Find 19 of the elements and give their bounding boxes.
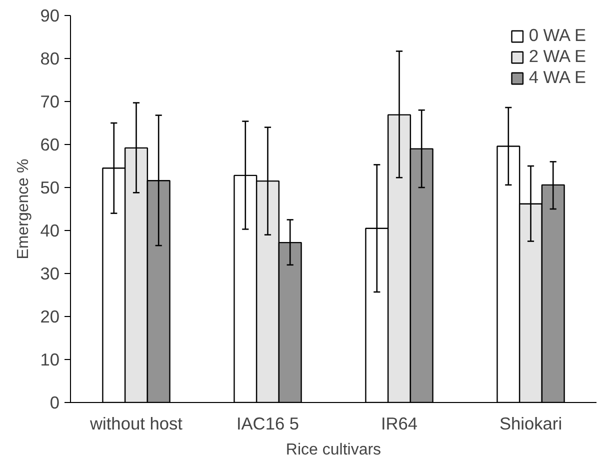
- legend-label: 0 WA E: [528, 25, 586, 46]
- x-axis-title: Rice cultivars: [286, 442, 382, 458]
- y-tick-label: 70: [40, 92, 60, 112]
- x-tick-label: IAC16 5: [236, 414, 300, 434]
- y-tick-label: 40: [40, 220, 60, 240]
- legend-label: 2 WA E: [528, 46, 586, 67]
- y-axis-title: Emergence %: [15, 158, 32, 260]
- y-tick-label: 90: [40, 6, 60, 26]
- y-tick-label: 80: [40, 48, 60, 68]
- legend-label: 4 WA E: [528, 67, 586, 88]
- x-tick-label: Shiokari: [499, 414, 562, 434]
- y-tick-label: 60: [40, 134, 60, 154]
- y-tick-label: 10: [40, 350, 60, 370]
- y-tick-label: 0: [50, 392, 60, 412]
- y-tick-label: 20: [40, 306, 60, 326]
- x-tick-label: IR64: [380, 414, 418, 434]
- y-tick-label: 30: [40, 264, 60, 284]
- y-tick-label: 50: [40, 178, 60, 198]
- x-tick-label: without host: [89, 414, 183, 434]
